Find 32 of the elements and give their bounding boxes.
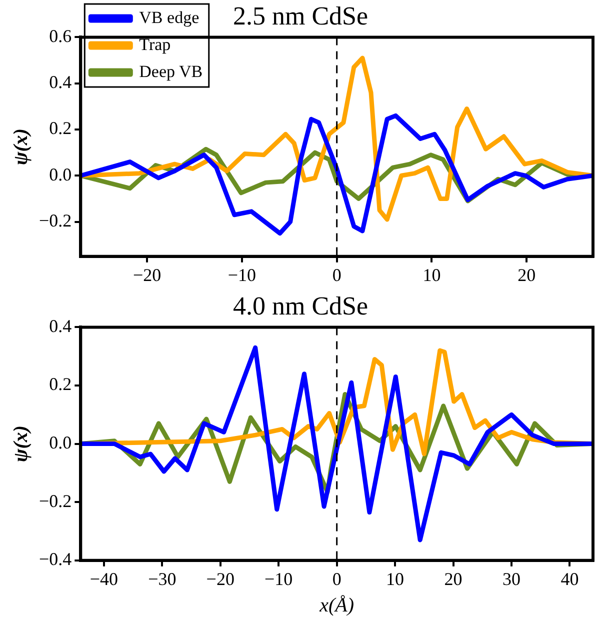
x-tick-label: −10: [264, 568, 293, 589]
y-tick-label: −0.2: [38, 210, 72, 231]
x-tick-label: −40: [90, 568, 118, 589]
y-tick-label: 0.2: [49, 118, 72, 138]
x-tick-label: −10: [228, 264, 256, 285]
legend-label: VB edge: [139, 8, 200, 27]
x-tick-label: 0: [332, 568, 342, 589]
y-tick-label: 0.4: [49, 72, 72, 92]
y-tick-label: 0.4: [49, 316, 72, 336]
x-tick-label: −30: [148, 568, 176, 589]
chart-title: 4.0 nm CdSe: [232, 291, 368, 320]
x-axis-title: x(Å): [318, 594, 354, 616]
x-tick-label: 0: [332, 264, 342, 285]
y-tick-label: 0.6: [49, 26, 72, 46]
legend-label: Deep VB: [139, 62, 203, 81]
y-tick-label: 0.2: [49, 374, 72, 394]
chart-title: 2.5 nm CdSe: [232, 1, 368, 30]
y-tick-label: 0.0: [49, 164, 72, 184]
y-tick-label: 0.0: [49, 432, 72, 453]
x-tick-label: −20: [206, 568, 234, 589]
x-tick-label: 20: [518, 264, 536, 285]
y-axis-title: ψ(x): [10, 425, 32, 462]
x-tick-label: 10: [422, 264, 441, 285]
x-tick-label: 10: [386, 568, 404, 589]
y-tick-label: −0.4: [38, 549, 72, 570]
legend-label: Trap: [139, 34, 171, 54]
x-tick-label: 20: [444, 568, 462, 589]
y-axis-title: ψ(x): [10, 128, 32, 166]
y-tick-label: −0.2: [38, 490, 72, 511]
x-tick-label: 40: [560, 568, 579, 589]
x-tick-label: −20: [132, 264, 162, 285]
x-tick-label: 30: [502, 568, 520, 589]
